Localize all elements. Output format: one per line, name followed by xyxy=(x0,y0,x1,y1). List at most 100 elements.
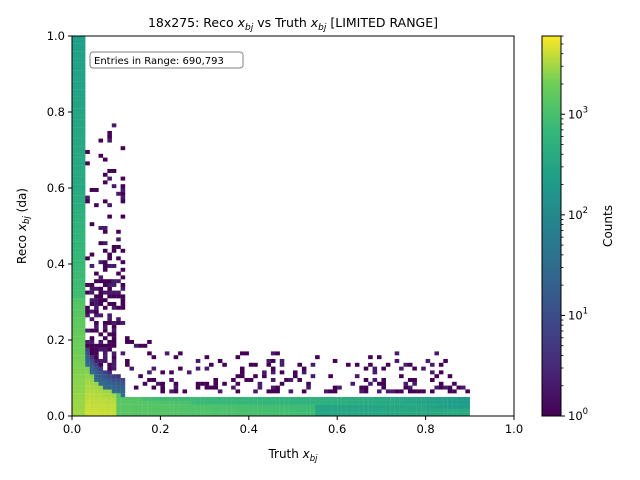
heatmap-cell xyxy=(350,404,356,409)
heatmap-cell xyxy=(262,374,267,379)
heatmap-cell xyxy=(80,404,86,409)
heatmap-cell xyxy=(80,245,86,249)
heatmap-cell xyxy=(80,343,86,348)
heatmap-cell xyxy=(319,397,325,401)
heatmap-cell xyxy=(239,400,245,405)
heatmap-cell xyxy=(297,412,302,416)
heatmap-cell xyxy=(209,404,214,409)
heatmap-cell xyxy=(288,400,294,405)
heatmap-cell xyxy=(80,286,86,291)
heatmap-cell xyxy=(120,400,126,405)
heatmap-cell xyxy=(94,355,99,360)
heatmap-cell xyxy=(129,404,135,409)
heatmap-cell xyxy=(98,389,104,394)
heatmap-cell xyxy=(235,408,241,413)
heatmap-cell xyxy=(76,127,81,132)
heatmap-cell xyxy=(94,298,99,303)
heatmap-cell xyxy=(403,404,409,409)
heatmap-cell xyxy=(111,245,117,249)
heatmap-cell xyxy=(235,412,241,416)
heatmap-cell xyxy=(178,404,183,409)
heatmap-cell xyxy=(359,385,364,390)
heatmap-cell xyxy=(120,397,126,401)
heatmap-cell xyxy=(359,397,364,401)
heatmap-cell xyxy=(80,347,86,352)
heatmap-cell xyxy=(72,134,77,139)
heatmap-cell xyxy=(151,404,157,409)
heatmap-cell xyxy=(434,404,440,409)
heatmap-cell xyxy=(80,370,86,375)
heatmap-cell xyxy=(403,400,409,405)
heatmap-cell xyxy=(164,400,170,405)
heatmap-cell xyxy=(244,412,249,416)
heatmap-cell xyxy=(155,400,161,405)
heatmap-cell xyxy=(416,389,422,394)
heatmap-cell xyxy=(80,36,86,40)
heatmap-cell xyxy=(381,404,386,409)
heatmap-cell xyxy=(407,378,413,382)
heatmap-cell xyxy=(85,374,90,379)
heatmap-cell xyxy=(102,267,108,272)
heatmap-cell xyxy=(85,355,90,360)
heatmap-cell xyxy=(372,404,378,409)
heatmap-cell xyxy=(116,408,121,413)
heatmap-cell xyxy=(217,412,223,416)
heatmap-cell xyxy=(107,370,112,375)
heatmap-cell xyxy=(72,93,77,97)
heatmap-cell xyxy=(116,381,121,386)
heatmap-cell xyxy=(244,400,249,405)
heatmap-cell xyxy=(425,400,431,405)
heatmap-cell xyxy=(337,408,342,413)
heatmap-cell xyxy=(80,191,86,196)
heatmap-cell xyxy=(147,340,152,344)
heatmap-cell xyxy=(460,404,466,409)
heatmap-cell xyxy=(76,51,81,56)
heatmap-cell xyxy=(239,374,245,379)
heatmap-cell xyxy=(72,66,77,71)
heatmap-cell xyxy=(107,374,112,379)
heatmap-cell xyxy=(430,362,435,367)
heatmap-cell xyxy=(412,378,417,382)
heatmap-cell xyxy=(151,412,157,416)
heatmap-cell xyxy=(266,389,272,394)
heatmap-cell xyxy=(85,340,90,344)
heatmap-cell xyxy=(390,397,395,401)
heatmap-cell xyxy=(102,400,108,405)
heatmap-cell xyxy=(151,397,157,401)
heatmap-cell xyxy=(80,77,86,82)
heatmap-cell xyxy=(164,404,170,409)
heatmap-cell xyxy=(452,400,457,405)
heatmap-cell xyxy=(85,150,90,154)
heatmap-cell xyxy=(284,404,289,409)
heatmap-cell xyxy=(76,218,81,223)
heatmap-cell xyxy=(403,381,409,386)
heatmap-cell xyxy=(142,404,148,409)
heatmap-cell xyxy=(89,370,95,375)
heatmap-cell xyxy=(80,203,86,208)
heatmap-cell xyxy=(310,412,316,416)
heatmap-cell xyxy=(102,172,108,177)
heatmap-cell xyxy=(438,408,444,413)
heatmap-cell xyxy=(434,351,440,356)
heatmap-cell xyxy=(341,408,347,413)
heatmap-cell xyxy=(217,397,223,401)
heatmap-cell xyxy=(89,328,95,333)
heatmap-cell xyxy=(80,127,86,132)
heatmap-cell xyxy=(80,74,86,78)
heatmap-cell xyxy=(111,408,117,413)
heatmap-cell xyxy=(460,408,466,413)
heatmap-cell xyxy=(80,336,86,341)
heatmap-cell xyxy=(257,404,263,409)
heatmap-cell xyxy=(89,188,95,192)
heatmap-cell xyxy=(94,309,99,314)
heatmap-cell xyxy=(222,408,227,413)
heatmap-cell xyxy=(107,214,112,219)
heatmap-cell xyxy=(354,412,360,416)
heatmap-cell xyxy=(133,404,139,409)
heatmap-cell xyxy=(160,389,165,394)
heatmap-cell xyxy=(80,112,86,116)
heatmap-cell xyxy=(120,214,126,219)
heatmap-cell xyxy=(425,404,431,409)
heatmap-cell xyxy=(107,317,112,322)
heatmap-cell xyxy=(452,412,457,416)
